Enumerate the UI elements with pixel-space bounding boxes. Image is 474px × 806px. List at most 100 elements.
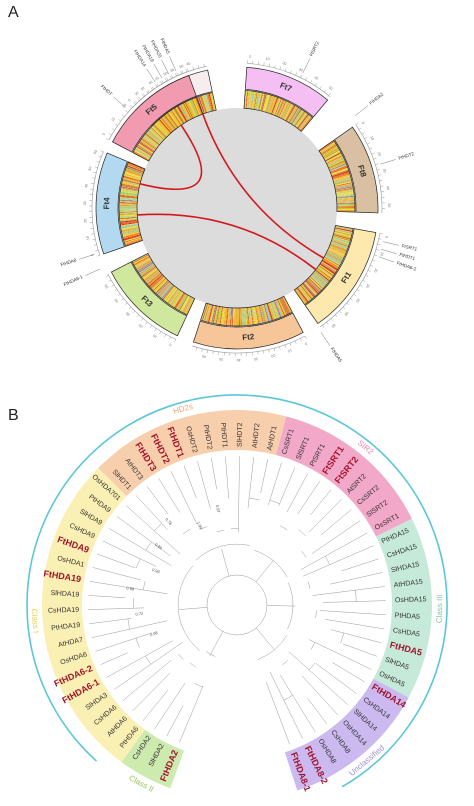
tree-branch xyxy=(280,675,316,732)
svg-text:FtHDA6-2: FtHDA6-2 xyxy=(396,260,417,272)
tree-leaf-label: SlHDT2 xyxy=(237,422,244,447)
tree-node-arc xyxy=(310,642,316,650)
tree-branch xyxy=(132,672,171,712)
tree-node-arc xyxy=(143,581,146,590)
axis-tick-label: 10 xyxy=(152,333,158,339)
gene-label: FtHDA6-2 xyxy=(378,256,417,272)
tree-branch xyxy=(269,671,303,739)
axis-tick-label: 0 xyxy=(249,54,251,58)
gene-label: FtSRT2 xyxy=(302,40,320,74)
chromosome-ft7: 0 10 20 30 40 50 Ft7 xyxy=(243,54,333,132)
tree-branch xyxy=(330,629,382,644)
tree-branch xyxy=(260,459,269,493)
axis-tick-label: 0 xyxy=(127,98,131,102)
tree-leaf-label: OsHDA15 xyxy=(395,596,427,604)
tree-branch xyxy=(311,520,361,554)
tree-branch xyxy=(211,458,217,490)
tree-leaf-label: PtHDT2 xyxy=(202,424,213,450)
axis-tick-label: 0 xyxy=(169,342,173,346)
tree-node-arc xyxy=(194,683,203,688)
tree-branch xyxy=(209,631,224,657)
axis-tick-label: 20 xyxy=(377,151,382,156)
gene-label: FtHDA2 xyxy=(355,91,385,116)
axis-tick-label: 20 xyxy=(271,353,276,358)
bootstrap-value: 0.97 xyxy=(215,504,222,513)
tree-leaf-label: AtHDA15 xyxy=(393,579,423,590)
tree-leaf-label: SlHDA19 xyxy=(50,590,79,599)
tree-branch xyxy=(135,495,168,530)
tree-node-arc xyxy=(145,655,151,665)
tree-branch xyxy=(88,595,126,599)
bootstrap-value: 0.98 xyxy=(126,585,135,591)
tree-branch xyxy=(89,581,168,595)
axis-tick-label: 30 xyxy=(382,168,387,173)
axis-tick-label: 40 xyxy=(84,184,89,189)
tree-node-arc xyxy=(182,528,191,535)
bootstrap-value: 0.72 xyxy=(135,611,144,617)
tree-clade-arc xyxy=(257,634,288,660)
axis-tick-label: 40 xyxy=(313,75,318,80)
clade-label: Class I xyxy=(30,608,41,633)
chromosome-ft4: 0102030405060Ft4 xyxy=(83,149,146,257)
gene-label: FtHDA5 xyxy=(160,38,177,72)
tree-branch xyxy=(125,505,181,555)
svg-text:FtHDA6-1: FtHDA6-1 xyxy=(63,274,84,287)
panel-label-a: A xyxy=(8,4,19,21)
tree-node-arc xyxy=(189,662,196,668)
panel-label-b: B xyxy=(8,407,19,424)
axis-tick-label: 50 xyxy=(387,203,391,207)
tree-branch xyxy=(255,559,274,582)
axis-tick-label: 60 xyxy=(201,354,206,359)
tree-node-arc xyxy=(340,632,345,644)
tree-node-arc xyxy=(249,497,260,501)
axis-tick-label: 10 xyxy=(86,236,91,241)
bootstrap-value: 0.98 xyxy=(149,630,159,638)
tree-branch xyxy=(342,643,377,657)
svg-text:FtHDA5: FtHDA5 xyxy=(330,347,344,364)
tree-branch xyxy=(319,610,386,616)
tree-branch xyxy=(310,489,332,516)
tree-branch xyxy=(320,509,352,536)
tree-branch xyxy=(116,516,171,557)
axis-tick-label: 0 xyxy=(361,121,365,125)
axis-tick-label: 40 xyxy=(186,61,191,66)
tree-branch xyxy=(325,619,385,630)
tree-branch xyxy=(96,553,136,569)
tree-branch xyxy=(91,620,168,638)
chromosome-ft8: 0 10 20 30 40 50 Ft8 xyxy=(318,121,391,214)
tree-node-arc xyxy=(309,662,316,671)
svg-text:FtHDA5: FtHDA5 xyxy=(160,38,171,55)
tree-branch xyxy=(166,705,184,737)
tree-node-arc xyxy=(325,555,330,565)
tree-leaf-label: PtHDA19 xyxy=(51,622,81,633)
axis-tick-label: 40 xyxy=(355,298,361,304)
svg-text:FtHDT: FtHDT xyxy=(100,84,114,97)
tree-branch xyxy=(278,467,296,506)
axis-tick-label: 10 xyxy=(140,86,146,92)
tree-branch xyxy=(106,640,173,678)
axis-tick-label: 30 xyxy=(134,91,140,97)
tree-root-arc xyxy=(206,574,268,636)
bootstrap-value: 0.99 xyxy=(151,567,161,575)
axis-tick-label: 30 xyxy=(365,283,370,288)
tree-branch xyxy=(225,456,229,499)
gene-label: FtHDT2 xyxy=(380,151,415,165)
tree-branch xyxy=(303,545,374,577)
tree-branch xyxy=(323,600,386,603)
axis-tick-label: 50 xyxy=(88,166,93,171)
bootstrap-value: 0.78 xyxy=(164,517,173,527)
gene-label: FtHDA5 xyxy=(320,332,344,364)
chromosome-label: Ft4 xyxy=(102,197,111,210)
bootstrap-value: 1.00 xyxy=(196,521,204,531)
tree-branch xyxy=(238,456,240,533)
axis-tick-label: 0 xyxy=(304,341,308,345)
axis-tick-label: 60 xyxy=(93,149,98,154)
tree-leaf-label: PtHDA5 xyxy=(394,612,420,621)
gene-label: FtHDA6-1 xyxy=(63,268,101,287)
tree-branch xyxy=(300,532,368,570)
tree-branch xyxy=(307,698,328,724)
axis-tick-label: 30 xyxy=(254,357,258,361)
axis-tick-label: 50 xyxy=(163,71,168,76)
circos-plot: 010203040Ft601020304050Ft701020304050Ft8… xyxy=(60,38,418,364)
